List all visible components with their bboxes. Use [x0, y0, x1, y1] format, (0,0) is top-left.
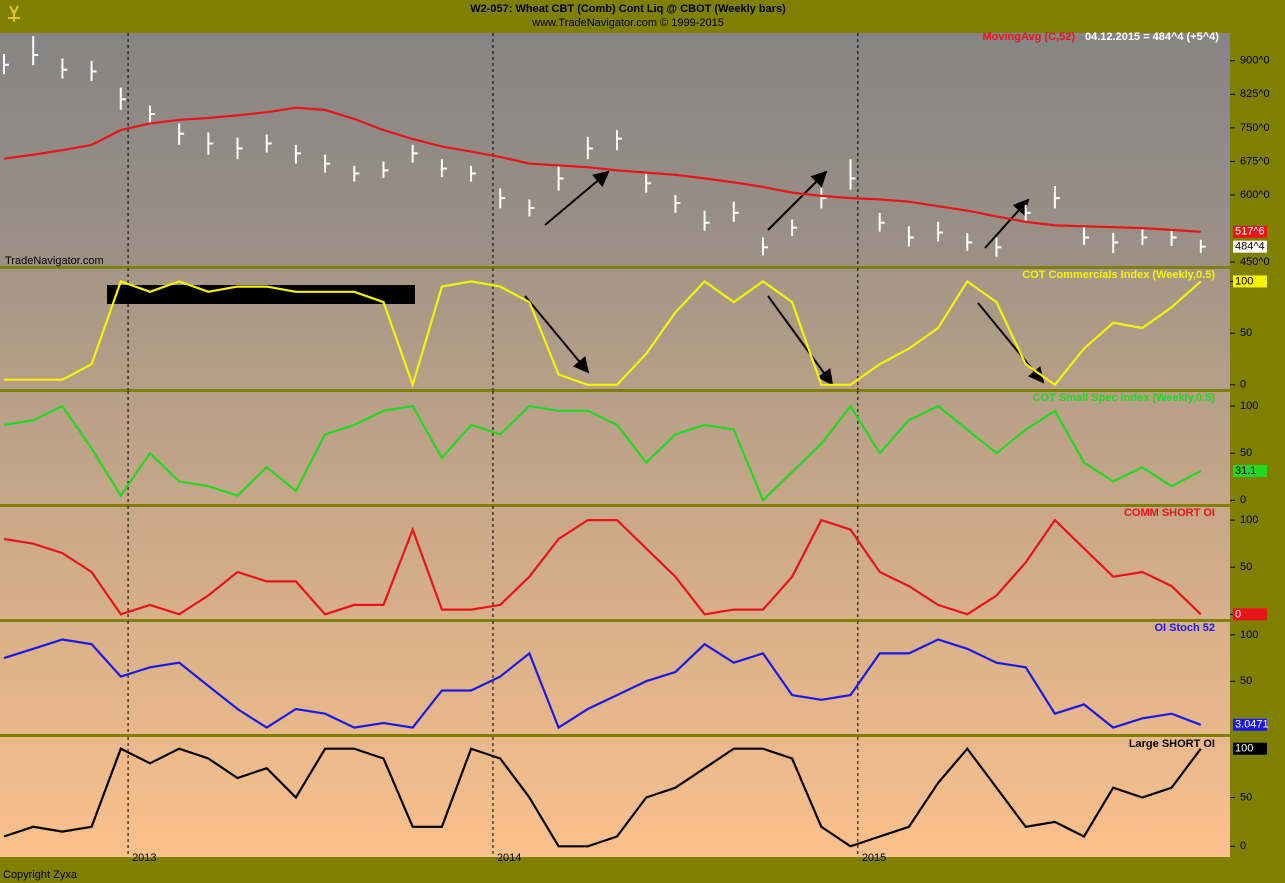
series-name: COMM SHORT OI: [1124, 507, 1215, 519]
series-line: [3, 746, 1202, 848]
last-value-label: 0: [1235, 608, 1241, 620]
last-value-label: 100: [1235, 275, 1253, 287]
panel-separators: [0, 266, 1230, 737]
last-value-box: [1233, 742, 1267, 755]
y-tick-label: 0: [1240, 379, 1246, 391]
last-value-label: 31.1: [1235, 465, 1256, 477]
y-tick-label: 0: [1240, 840, 1246, 852]
last-value-box: [1233, 464, 1267, 477]
last-value-box: [1233, 608, 1267, 621]
y-tick-label: 100: [1240, 400, 1258, 412]
last-value-label: 100: [1235, 743, 1253, 755]
y-tick-label: 0: [1240, 494, 1246, 506]
watermark: TradeNavigator.com: [5, 255, 104, 267]
y-tick-label: 50: [1240, 791, 1252, 803]
last-value-box: [1233, 718, 1267, 731]
y-tick-label: 450^0: [1240, 256, 1270, 268]
y-tick-label: 50: [1240, 675, 1252, 687]
footer: Copyright Zyxa: [3, 869, 78, 881]
logo: [8, 5, 20, 22]
last-value-label: 517^6: [1235, 226, 1265, 238]
last-value-box: [1233, 275, 1267, 288]
x-tick-label: 2014: [497, 852, 521, 864]
y-tick-label: 750^0: [1240, 122, 1270, 134]
indicator-panels: [0, 268, 1230, 857]
chart-title: W2-057: Wheat CBT (Comb) Cont Liq @ CBOT…: [470, 3, 786, 15]
last-value-label: 3.0471: [1235, 719, 1269, 731]
series-name: MovingAvg (C,52): [983, 31, 1076, 43]
series-name: Large SHORT OI: [1129, 738, 1215, 750]
series-name: OI Stoch 52: [1154, 622, 1215, 634]
series-line: [4, 279, 1202, 389]
chart-subtitle: www.TradeNavigator.com © 1999-2015: [531, 17, 724, 29]
last-value-label: 484^4: [1235, 241, 1265, 253]
last-value-box: [1233, 225, 1267, 238]
highlight-box: [107, 285, 415, 304]
x-tick-label: 2013: [132, 852, 156, 864]
series-line: [3, 404, 1202, 503]
y-tick-label: 825^0: [1240, 88, 1270, 100]
series-line: [3, 518, 1202, 616]
y-tick-label: 100: [1240, 629, 1258, 641]
y-tick-label: 675^0: [1240, 155, 1270, 167]
y-tick-label: 600^0: [1240, 189, 1270, 201]
y-tick-label: 900^0: [1240, 55, 1270, 67]
y-tick-label: 100: [1240, 514, 1258, 526]
y-tick-label: 50: [1240, 561, 1252, 573]
price-annotation: 04.12.2015 = 484^4 (+5^4): [1085, 31, 1219, 43]
series-name: COT Small Spec Index (Weekly,0.5): [1033, 392, 1216, 404]
series-line: [3, 106, 1201, 233]
last-value-box: [1233, 240, 1267, 253]
series-line: [3, 638, 1202, 730]
y-tick-label: 50: [1240, 327, 1252, 339]
price-panel: [0, 33, 1230, 267]
x-tick-label: 2015: [862, 852, 886, 864]
series-name: COT Commercials Index (Weekly,0.5): [1022, 269, 1215, 281]
y-tick-label: 50: [1240, 447, 1252, 459]
